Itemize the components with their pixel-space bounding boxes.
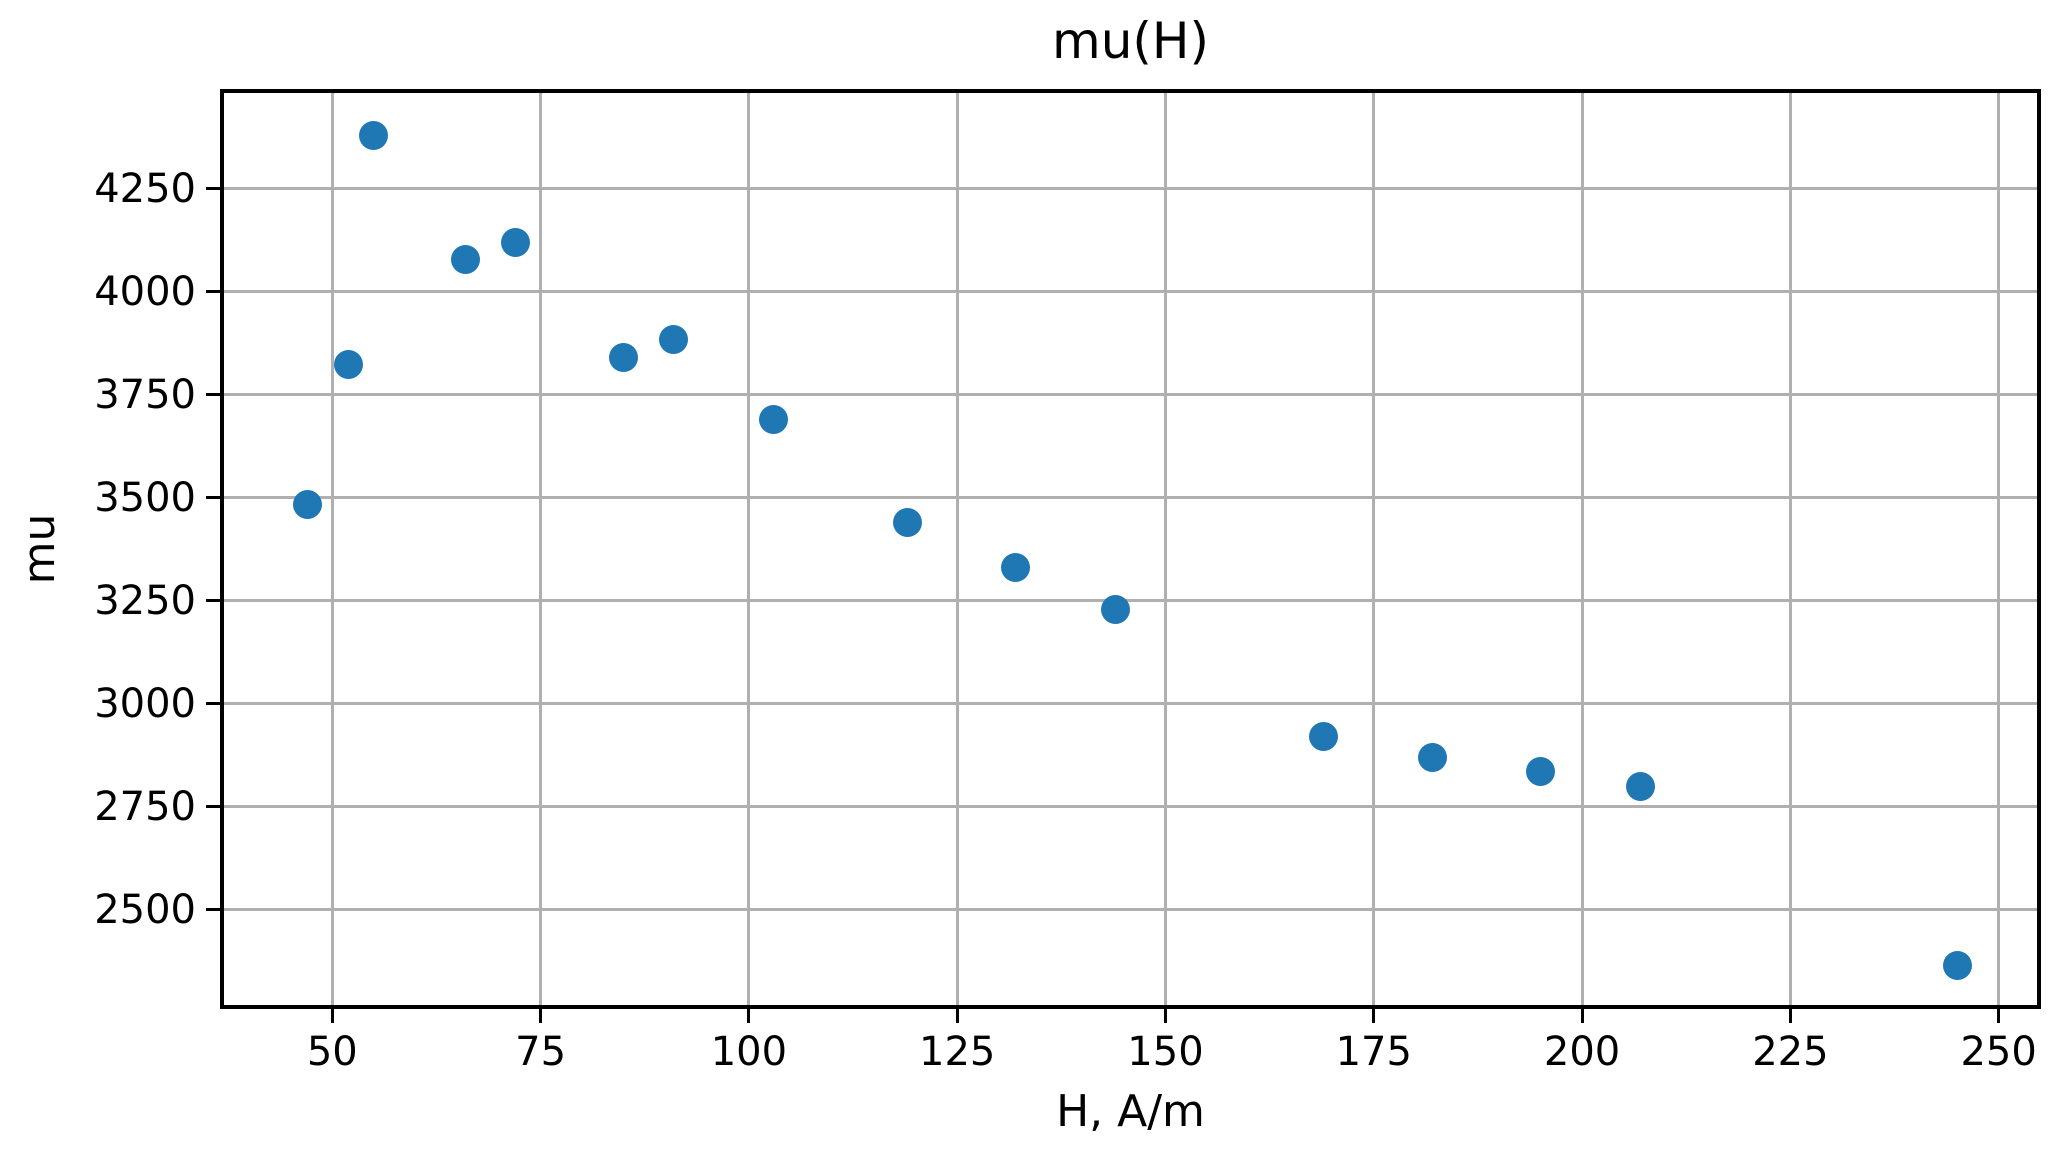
data-point bbox=[1001, 553, 1031, 583]
y-tick-mark bbox=[206, 908, 220, 912]
data-point bbox=[1309, 722, 1339, 752]
y-tick-label: 3500 bbox=[94, 474, 196, 521]
data-point bbox=[501, 228, 531, 258]
gridline-vertical bbox=[1163, 93, 1167, 1005]
gridline-horizontal bbox=[224, 496, 2037, 500]
x-tick-mark bbox=[1580, 1009, 1584, 1023]
y-tick-mark bbox=[206, 187, 220, 191]
data-point bbox=[659, 324, 689, 354]
y-tick-mark bbox=[206, 599, 220, 603]
x-tick-label: 75 bbox=[515, 1029, 567, 1075]
x-tick-mark bbox=[1372, 1009, 1376, 1023]
y-tick-mark bbox=[206, 496, 220, 500]
x-tick-mark bbox=[1163, 1009, 1167, 1023]
x-tick-label: 175 bbox=[1335, 1029, 1412, 1075]
gridline-vertical bbox=[1372, 93, 1376, 1005]
x-tick-mark bbox=[955, 1009, 959, 1023]
gridline-vertical bbox=[1580, 93, 1584, 1005]
x-tick-label: 200 bbox=[1543, 1029, 1621, 1075]
data-point bbox=[359, 120, 389, 150]
y-tick-mark bbox=[206, 290, 220, 294]
data-point bbox=[292, 489, 322, 519]
plot-area bbox=[224, 93, 2037, 1005]
y-tick-label: 4250 bbox=[94, 165, 196, 212]
gridline-horizontal bbox=[224, 702, 2037, 706]
x-tick-mark bbox=[1997, 1009, 2001, 1023]
x-tick-mark bbox=[539, 1009, 543, 1023]
data-point bbox=[609, 343, 639, 373]
data-point bbox=[1625, 771, 1655, 801]
x-tick-label: 50 bbox=[306, 1029, 358, 1075]
gridline-vertical bbox=[1788, 93, 1792, 1005]
x-tick-label: 250 bbox=[1960, 1029, 2037, 1075]
x-tick-label: 150 bbox=[1127, 1029, 1204, 1075]
data-point bbox=[1525, 757, 1555, 787]
x-tick-label: 225 bbox=[1752, 1029, 1829, 1075]
y-tick-label: 3250 bbox=[94, 577, 196, 624]
x-tick-mark bbox=[1788, 1009, 1792, 1023]
gridline-vertical bbox=[955, 93, 959, 1005]
plot-border bbox=[220, 89, 2041, 1009]
chart-title: mu(H) bbox=[1051, 12, 1209, 70]
gridline-horizontal bbox=[224, 908, 2037, 912]
data-point bbox=[451, 244, 481, 274]
y-tick-label: 3000 bbox=[94, 680, 196, 727]
gridline-horizontal bbox=[224, 290, 2037, 294]
y-tick-label: 2500 bbox=[94, 886, 196, 933]
y-tick-mark bbox=[206, 805, 220, 809]
gridline-horizontal bbox=[224, 393, 2037, 397]
x-tick-label: 125 bbox=[919, 1029, 996, 1075]
gridline-horizontal bbox=[224, 187, 2037, 191]
data-point bbox=[1942, 950, 1972, 980]
x-tick-label: 100 bbox=[710, 1029, 788, 1075]
y-axis-label: mu bbox=[14, 513, 65, 585]
data-point bbox=[892, 508, 922, 538]
y-tick-mark bbox=[206, 702, 220, 706]
data-point bbox=[759, 405, 789, 435]
x-tick-mark bbox=[747, 1009, 751, 1023]
gridline-horizontal bbox=[224, 599, 2037, 603]
data-point bbox=[1417, 742, 1447, 772]
y-tick-mark bbox=[206, 393, 220, 397]
y-tick-label: 4000 bbox=[94, 268, 196, 315]
data-point bbox=[334, 349, 364, 379]
y-tick-label: 2750 bbox=[94, 783, 196, 830]
gridline-vertical bbox=[539, 93, 543, 1005]
gridline-horizontal bbox=[224, 805, 2037, 809]
gridline-vertical bbox=[330, 93, 334, 1005]
gridline-vertical bbox=[747, 93, 751, 1005]
y-tick-label: 3750 bbox=[94, 371, 196, 418]
gridline-vertical bbox=[1997, 93, 2001, 1005]
x-tick-mark bbox=[330, 1009, 334, 1023]
data-point bbox=[1101, 594, 1130, 624]
x-axis-label: H, A/m bbox=[1056, 1086, 1205, 1137]
